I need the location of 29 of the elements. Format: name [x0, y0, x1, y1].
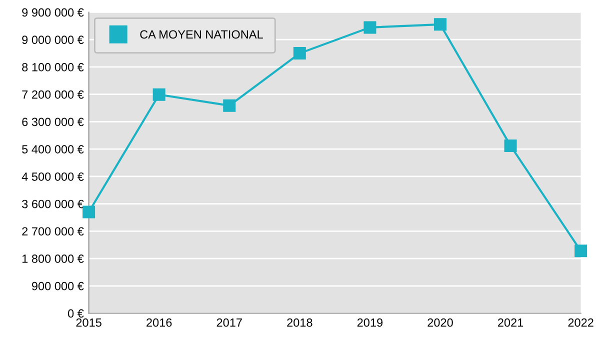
x-tick-label: 2022: [568, 318, 594, 327]
y-tick-label: 6 300 000 €: [22, 118, 84, 126]
y-tick-label: 8 100 000 €: [22, 63, 84, 72]
point: [293, 47, 306, 60]
y-tick-label: 0 €: [68, 309, 84, 318]
y-tick-label: 4 500 000 €: [22, 172, 84, 181]
x-tick-label: 2020: [428, 318, 453, 327]
x-tick-label: 2021: [498, 318, 524, 327]
legend-label: CA MOYEN NATIONAL: [140, 30, 263, 39]
point: [364, 21, 376, 34]
x-tick-label: 2017: [216, 318, 242, 327]
point: [434, 18, 446, 31]
x-tick-label: 2018: [287, 318, 312, 327]
point: [82, 206, 96, 218]
point: [504, 139, 517, 152]
point: [152, 88, 166, 101]
y-tick-label: 1 800 000 €: [22, 254, 84, 263]
x-tick-label: 2019: [357, 318, 383, 327]
y-tick-label: 7 200 000 €: [22, 90, 84, 99]
y-tick-label: 3 600 000 €: [22, 200, 84, 208]
x-tick-label: 2015: [76, 318, 102, 327]
y-tick-label: 5 400 000 €: [22, 145, 84, 154]
point: [223, 99, 236, 112]
y-tick-label: 9 000 000 €: [22, 36, 84, 44]
y-tick-label: 9 900 000 €: [22, 8, 84, 17]
y-tick-label: 900 000 €: [32, 282, 84, 290]
x-tick-label: 2016: [146, 318, 172, 327]
point: [574, 244, 588, 258]
y-tick-label: 2 700 000 €: [22, 227, 84, 236]
